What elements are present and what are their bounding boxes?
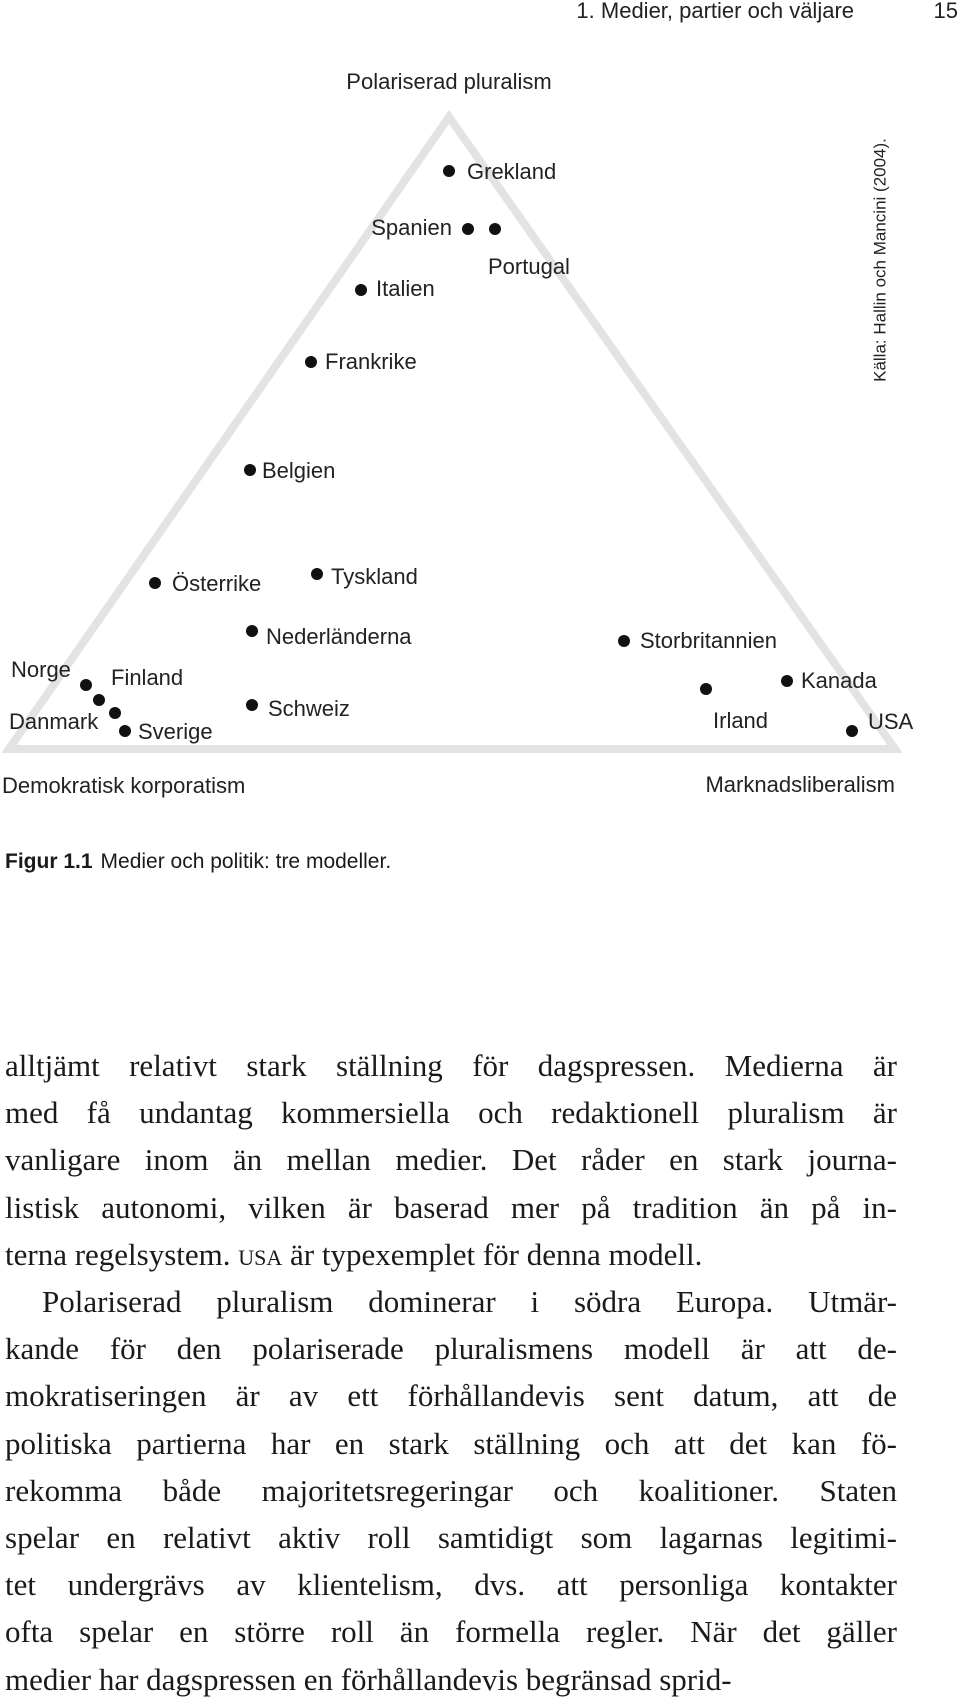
- page-number: 15: [934, 0, 958, 23]
- running-title: 1. Medier, partier och väljare: [576, 0, 854, 23]
- dot: [355, 284, 367, 296]
- country-label: Kanada: [801, 668, 878, 693]
- country-label: Finland: [111, 665, 183, 690]
- country-label: Sverige: [138, 719, 213, 744]
- dot: [93, 694, 105, 706]
- dot: [305, 356, 317, 368]
- dot: [700, 683, 712, 695]
- country-label: Irland: [713, 708, 768, 733]
- paragraph: alltjämt relativt stark ställning för da…: [5, 1042, 897, 1278]
- text-line: medier har dagspressen en förhållandevis…: [5, 1661, 732, 1697]
- dot: [618, 635, 630, 647]
- dot: [781, 675, 793, 687]
- figure: 1. Medier, partier och väljare 15 Polari…: [1, 0, 958, 798]
- text-line: spelar en relativt aktiv roll samtidigt …: [5, 1520, 897, 1556]
- text-line: mokratiseringen är av ett förhållandevis…: [5, 1378, 897, 1414]
- country-label: Österrike: [172, 571, 261, 596]
- dot: [462, 223, 474, 235]
- country-label: Italien: [376, 276, 435, 301]
- country-label: Spanien: [371, 215, 452, 240]
- dot: [119, 725, 131, 737]
- text-run: är typexemplet för denna modell.: [282, 1236, 703, 1272]
- country-label: Nederländerna: [266, 624, 412, 649]
- country-label: Portugal: [488, 254, 570, 279]
- triangle: [1, 110, 903, 753]
- country-label: Grekland: [467, 159, 556, 184]
- country-label: Norge: [11, 657, 71, 682]
- paragraph: Polariserad pluralism dominerar i södra …: [5, 1278, 897, 1703]
- text-run: USA: [238, 1236, 283, 1272]
- country-label: Schweiz: [268, 696, 350, 721]
- figure-caption: Figur 1.1 Medier och politik: tre modelle…: [5, 850, 391, 874]
- text-line: ofta spelar en större roll än formella r…: [5, 1614, 897, 1650]
- corner-label: Demokratisk korporatism: [2, 773, 245, 798]
- text-line: vanligare inom än mellan medier. Det råd…: [5, 1142, 897, 1178]
- country-label: Tyskland: [331, 564, 418, 589]
- country-label: Storbritannien: [640, 628, 777, 653]
- dot: [149, 577, 161, 589]
- caption-text: Medier och politik: tre modeller.: [100, 850, 392, 873]
- corner-label: Marknadsliberalism: [705, 772, 895, 797]
- dot: [244, 464, 256, 476]
- text-line: med få undantag kommersiella och redakti…: [5, 1095, 897, 1131]
- corner-label: Polariserad pluralism: [346, 69, 551, 94]
- source: Källa: Hallin och Mancini (2004).: [870, 138, 889, 382]
- caption-label: Figur 1.1: [5, 850, 93, 873]
- text-run: terna regelsystem.: [5, 1236, 239, 1272]
- dots: [80, 165, 858, 737]
- dot: [311, 568, 323, 580]
- text-line: listisk autonomi, vilken är baserad mer …: [5, 1189, 897, 1225]
- country-label: Frankrike: [325, 349, 417, 374]
- country-label: Belgien: [262, 458, 335, 483]
- country-label: Danmark: [9, 709, 99, 734]
- dot: [246, 699, 258, 711]
- text-line: tet undergrävs av klientelism, dvs. att …: [5, 1567, 897, 1603]
- text-line: rekomma både majoritetsregeringar och ko…: [5, 1472, 897, 1508]
- dot: [109, 707, 121, 719]
- text-line: Polariserad pluralism dominerar i södra …: [42, 1284, 897, 1320]
- body-text: alltjämt relativt stark ställning för da…: [5, 1042, 897, 1703]
- dot: [489, 223, 501, 235]
- text-line: alltjämt relativt stark ställning för da…: [5, 1048, 897, 1083]
- dot: [80, 679, 92, 691]
- dot: [846, 725, 858, 737]
- country-label: USA: [868, 709, 914, 734]
- text-line: politiska partierna har en stark ställni…: [5, 1425, 897, 1461]
- text-line: kande för den polariserade pluralismens …: [5, 1331, 897, 1367]
- text-line: terna regelsystem. USA är typexemplet fö…: [5, 1231, 897, 1278]
- dot: [443, 165, 455, 177]
- dot: [246, 625, 258, 637]
